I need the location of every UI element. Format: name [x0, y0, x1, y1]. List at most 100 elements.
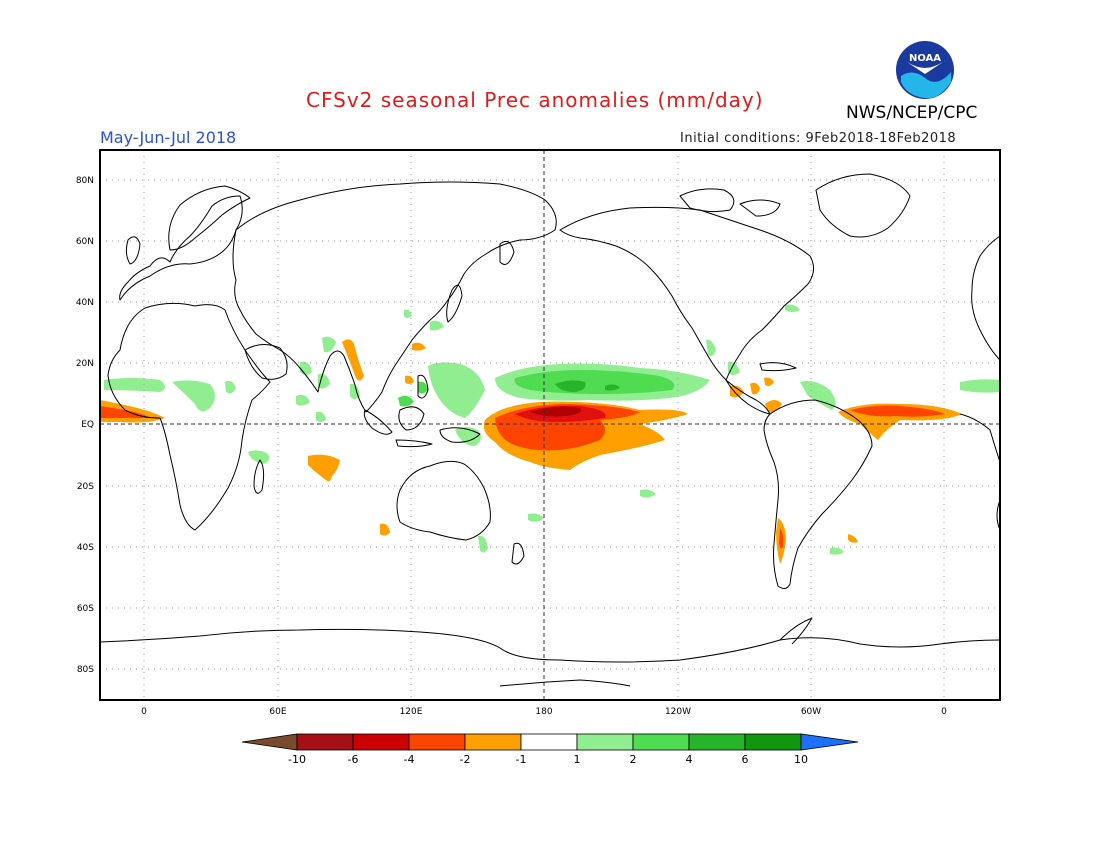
- coast-antarctica-ross: [499, 679, 631, 687]
- lat-label: 40N: [76, 298, 94, 308]
- forecast-period: May-Jun-Jul 2018: [100, 128, 237, 147]
- wet-region-west-pacific: [428, 362, 485, 418]
- coast-britain: [125, 236, 141, 265]
- wet-region-south-pacific-2: [478, 489, 656, 553]
- initial-conditions: Initial conditions: 9Feb2018-18Feb2018: [680, 131, 957, 146]
- noaa-logo-wave: [901, 72, 951, 99]
- coast-antarctic-peninsula: [779, 617, 813, 645]
- colorbar-label: 2: [630, 753, 637, 766]
- coastlines: [99, 173, 1001, 687]
- agency-label: NWS/NCEP/CPC: [846, 103, 978, 123]
- wet-region-itcz-pacific-max: [555, 380, 620, 392]
- coast-kamchatka: [499, 240, 515, 265]
- lat-label: EQ: [81, 420, 94, 430]
- dry-region-south-indian: [380, 523, 390, 536]
- graticule: [100, 150, 1000, 700]
- lon-label: 120E: [400, 707, 423, 717]
- lon-label: 60E: [269, 707, 286, 717]
- dry-region-patagonia-core: [779, 528, 784, 549]
- coast-madagascar: [253, 459, 265, 494]
- dry-region-indian-ocean: [308, 454, 340, 482]
- lon-label: 60W: [801, 707, 821, 717]
- colorbar-segment: [464, 733, 522, 751]
- wet-region-india: [296, 336, 360, 422]
- lat-label: 40S: [77, 543, 94, 553]
- colorbar-label: -6: [348, 753, 359, 766]
- noaa-logo: NOAA: [893, 38, 957, 102]
- wet-region-philippines: [398, 381, 428, 407]
- colorbar-segment: [744, 733, 802, 751]
- lat-label: 80S: [77, 665, 94, 675]
- colorbar-label: -2: [460, 753, 471, 766]
- lon-label: 0: [941, 707, 947, 717]
- latitude-labels: 80N 60N 40N 20N EQ 20S 40S 60S 80S: [76, 176, 94, 675]
- coast-borneo: [398, 406, 425, 431]
- colorbar-label: 6: [742, 753, 749, 766]
- coast-europe: [119, 195, 243, 301]
- colorbar-segment: [408, 733, 466, 751]
- coast-japan: [446, 284, 463, 323]
- colorbar-segment: [352, 733, 410, 751]
- map-title: CFSv2 seasonal Prec anomalies (mm/day): [306, 88, 764, 112]
- colorbar: -10 -6 -4 -2 -1 1 2 4 6 10: [241, 733, 859, 766]
- coast-central-america: [725, 379, 771, 415]
- coast-gulf-of-guinea-right: [959, 413, 1001, 463]
- wet-region-west-africa: [104, 378, 236, 412]
- wet-region-central-america: [706, 339, 740, 375]
- dry-region-central-pacific-max: [530, 406, 581, 417]
- dry-region-bay-of-bengal: [342, 339, 364, 381]
- wet-anomalies: [104, 304, 1000, 555]
- coast-arctic-islands: [679, 188, 781, 217]
- coast-greenland: [815, 173, 911, 238]
- coast-west-africa-right: [971, 235, 1001, 361]
- map-field: [100, 304, 1000, 564]
- coast-new-zealand: [511, 542, 525, 565]
- coast-asia: [232, 181, 557, 413]
- coast-north-america: [559, 206, 814, 381]
- noaa-logo-text: NOAA: [909, 53, 941, 64]
- colorbar-segment: [296, 733, 354, 751]
- coast-antarctica: [99, 628, 1001, 663]
- colorbar-segment: [632, 733, 690, 751]
- coast-australia: [396, 460, 491, 541]
- coast-sumatra: [363, 409, 393, 435]
- wet-region-china: [404, 309, 444, 331]
- coast-africa: [107, 302, 271, 531]
- lat-label: 20S: [77, 482, 94, 492]
- dry-region-west-pacific: [405, 342, 426, 384]
- colorbar-segment: [520, 733, 578, 751]
- coast-scandinavia: [168, 185, 251, 251]
- lat-label: 60S: [77, 604, 94, 614]
- noaa-logo-gull: [907, 62, 943, 74]
- lon-label: 0: [141, 707, 147, 717]
- wet-region-east-africa: [248, 450, 270, 464]
- equator-and-dateline: [100, 150, 1000, 700]
- coast-philippines: [417, 374, 429, 399]
- lon-label: 180: [535, 707, 552, 717]
- dry-region-central-america: [730, 377, 782, 413]
- dry-region-south-atlantic: [848, 534, 858, 543]
- colorbar-label: -4: [404, 753, 415, 766]
- coast-arabia: [244, 344, 288, 380]
- colorbar-label: 4: [686, 753, 693, 766]
- lon-label: 120W: [665, 707, 691, 717]
- coast-cuba: [759, 362, 797, 372]
- colorbar-label: 10: [794, 753, 808, 766]
- colorbar-segment: [688, 733, 746, 751]
- dry-region-atlantic-core: [850, 405, 945, 417]
- colorbar-arrow-right: [800, 733, 859, 751]
- map-frame: [99, 149, 1001, 701]
- colorbar-segment: [576, 733, 634, 751]
- longitude-labels: 0 60E 120E 180 120W 60W 0: [141, 707, 947, 717]
- coast-south-america: [763, 399, 873, 590]
- lat-label: 60N: [76, 237, 94, 247]
- coast-new-guinea: [439, 427, 481, 443]
- lat-label: 20N: [76, 359, 94, 369]
- wet-region-itcz-pacific-core: [514, 370, 675, 394]
- lat-label: 80N: [76, 176, 94, 186]
- colorbar-label: -1: [516, 753, 527, 766]
- colorbar-label: 1: [574, 753, 581, 766]
- colorbar-arrow-left: [241, 733, 298, 751]
- colorbar-label: -10: [288, 753, 306, 766]
